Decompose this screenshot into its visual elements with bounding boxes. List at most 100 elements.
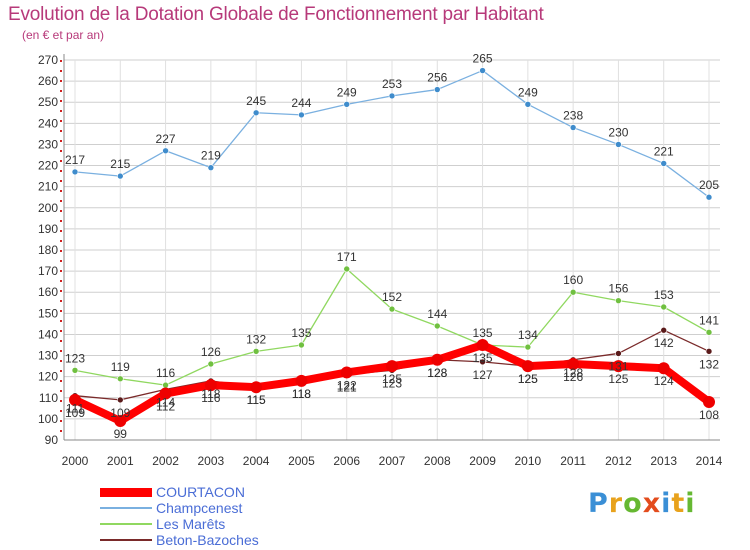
y-tick-label: 150 xyxy=(38,306,58,320)
legend-swatch xyxy=(100,507,152,509)
data-point xyxy=(660,303,668,311)
data-label: 253 xyxy=(382,77,402,91)
legend-swatch xyxy=(100,487,152,497)
data-label: 127 xyxy=(473,368,493,382)
data-point xyxy=(343,101,351,108)
y-tick-label: 140 xyxy=(38,327,58,341)
data-point xyxy=(705,329,713,336)
data-point xyxy=(479,67,486,74)
x-tick-label: 2012 xyxy=(605,454,632,468)
y-tick-label: 110 xyxy=(39,391,58,405)
data-label: 141 xyxy=(699,313,719,327)
data-label: 131 xyxy=(608,359,628,373)
data-label: 124 xyxy=(654,374,674,388)
data-label: 156 xyxy=(608,282,628,296)
x-tick-label: 2002 xyxy=(152,454,179,468)
x-tick-label: 2005 xyxy=(288,454,315,468)
data-label: 122 xyxy=(337,378,357,392)
data-label: 108 xyxy=(699,408,719,422)
legend-label: Beton-Bazoches xyxy=(156,532,259,548)
x-tick-label: 2011 xyxy=(560,454,586,468)
data-label: 126 xyxy=(201,345,221,359)
y-tick-label: 270 xyxy=(38,53,58,67)
data-point xyxy=(343,265,351,273)
data-point xyxy=(207,360,215,368)
data-point xyxy=(524,101,532,108)
data-point xyxy=(204,379,217,392)
data-label: 171 xyxy=(337,250,357,264)
data-label: 118 xyxy=(292,387,311,401)
data-point xyxy=(71,367,79,374)
data-label: 221 xyxy=(654,144,674,158)
data-label: 115 xyxy=(247,393,266,407)
data-label: 153 xyxy=(654,288,674,302)
chart-subtitle: (en € et par an) xyxy=(22,28,105,42)
y-tick-label: 260 xyxy=(38,74,58,88)
data-point xyxy=(433,322,441,330)
data-label: 144 xyxy=(427,307,447,321)
data-point xyxy=(388,305,396,313)
data-point xyxy=(569,124,577,131)
legend-label: Les Marêts xyxy=(156,516,226,532)
data-label: 132 xyxy=(246,332,266,346)
data-point xyxy=(340,366,353,379)
data-label: 121 xyxy=(337,381,357,395)
y-tick-label: 190 xyxy=(38,222,58,236)
proxiti-logo: Proxiti xyxy=(588,488,696,519)
legend-swatch xyxy=(100,523,152,525)
x-tick-label: 2010 xyxy=(515,454,542,468)
data-label: 135 xyxy=(473,326,493,340)
data-point xyxy=(388,92,396,100)
data-label: 135 xyxy=(291,326,311,340)
data-label: 132 xyxy=(699,357,719,371)
data-label: 125 xyxy=(518,372,538,386)
y-tick-label: 100 xyxy=(38,412,58,426)
data-point xyxy=(567,358,580,370)
data-point xyxy=(386,360,398,373)
y-tick-label: 160 xyxy=(38,285,58,299)
chart-title: Evolution de la Dotation Globale de Fonc… xyxy=(8,4,544,25)
data-point xyxy=(207,164,215,171)
data-label: 116 xyxy=(156,366,175,380)
data-point xyxy=(479,358,486,366)
legend-item: COURTACON xyxy=(100,484,259,500)
data-label: 215 xyxy=(110,157,130,171)
data-point xyxy=(705,348,713,355)
data-point xyxy=(569,288,577,296)
data-label: 126 xyxy=(563,370,583,384)
x-tick-label: 2001 xyxy=(107,454,134,468)
data-label: 128 xyxy=(427,366,447,380)
legend: COURTACON Champcenest Les Marêts Beton-Bazo… xyxy=(100,484,259,548)
data-label: 109 xyxy=(65,406,85,420)
y-tick-label: 120 xyxy=(38,370,58,384)
data-label: 217 xyxy=(65,153,85,167)
legend-item: Champcenest xyxy=(100,500,259,516)
y-tick-label: 230 xyxy=(38,137,58,151)
x-tick-label: 2004 xyxy=(243,454,270,468)
data-label: 152 xyxy=(382,290,402,304)
data-label: 112 xyxy=(156,400,175,414)
data-label: 219 xyxy=(201,149,221,163)
data-point xyxy=(703,396,715,408)
data-point xyxy=(615,141,622,148)
x-tick-label: 2007 xyxy=(379,454,406,468)
data-label: 230 xyxy=(608,125,628,139)
legend-label: Champcenest xyxy=(156,500,243,516)
y-tick-label: 220 xyxy=(38,159,58,173)
series-lines xyxy=(69,67,715,427)
data-label: 123 xyxy=(382,376,402,390)
data-label: 265 xyxy=(473,52,493,66)
data-point xyxy=(250,381,263,394)
data-point xyxy=(657,362,670,375)
data-point xyxy=(159,387,172,400)
x-tick-label: 2006 xyxy=(333,454,360,468)
data-label: 125 xyxy=(518,372,538,386)
data-point xyxy=(71,168,79,176)
data-point xyxy=(69,393,81,406)
data-label: 238 xyxy=(563,109,583,123)
data-label: 249 xyxy=(518,85,538,99)
data-label: 128 xyxy=(427,366,447,380)
